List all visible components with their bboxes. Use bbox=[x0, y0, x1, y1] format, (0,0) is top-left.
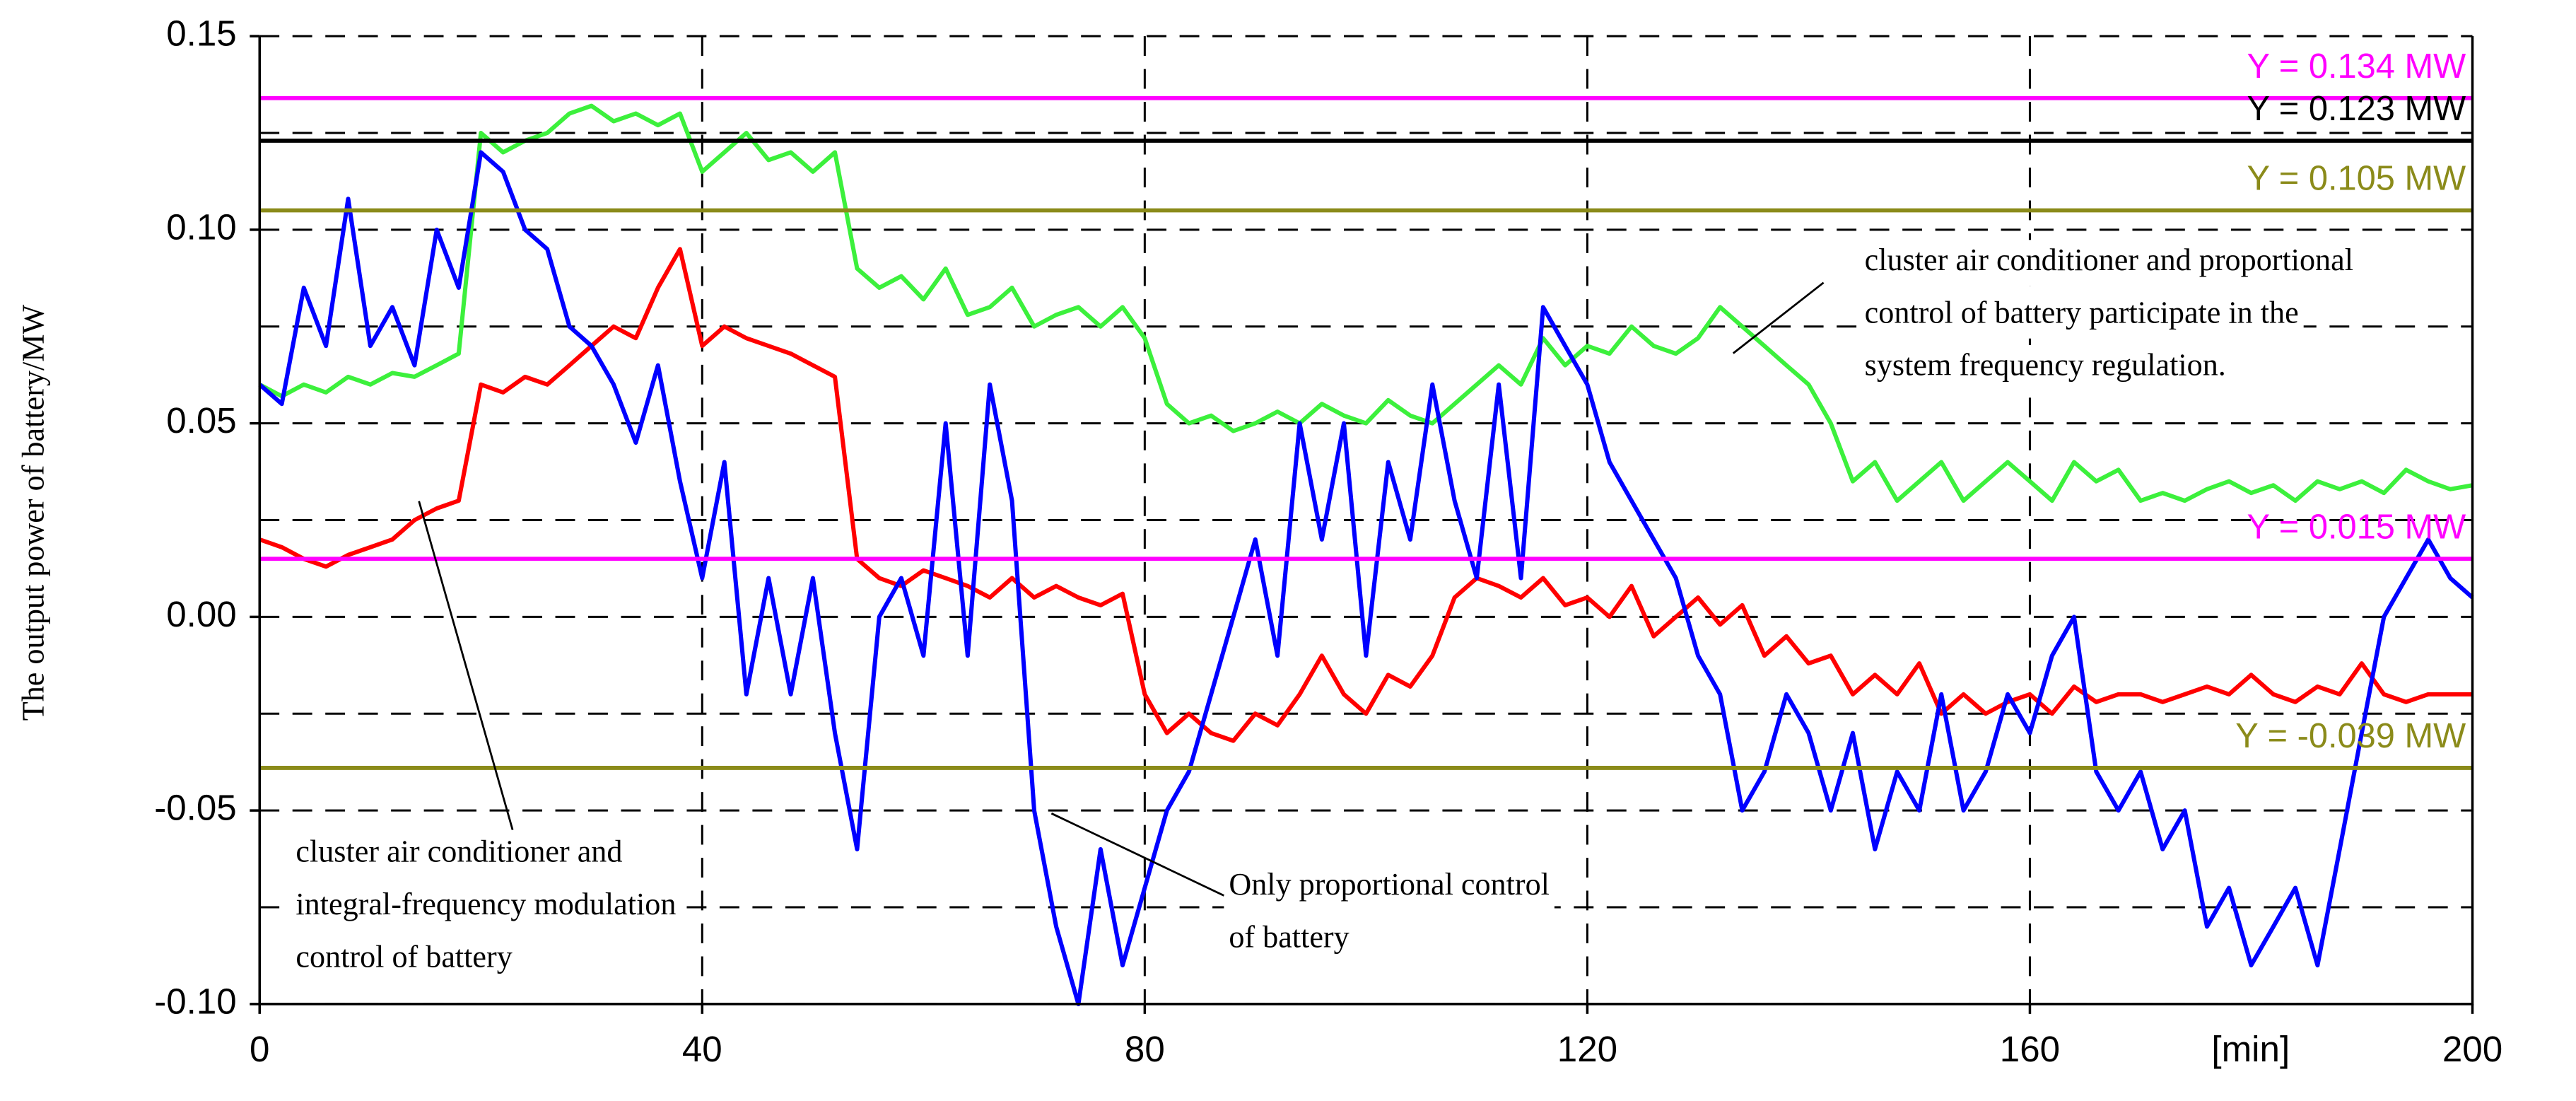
annotation-text: of battery bbox=[1229, 919, 1349, 954]
x-axis-label: [min] bbox=[2211, 1029, 2290, 1069]
annotation-text: control of battery participate in the bbox=[1865, 295, 2299, 330]
x-tick-label: 40 bbox=[682, 1029, 722, 1069]
reference-label: Y = 0.015 MW bbox=[2247, 508, 2466, 546]
reference-label: Y = 0.134 MW bbox=[2247, 47, 2466, 86]
annotation-bg bbox=[1859, 345, 2231, 392]
y-tick-label: -0.05 bbox=[154, 788, 237, 828]
reference-label: Y = 0.105 MW bbox=[2247, 160, 2466, 198]
leader-lines bbox=[418, 281, 1825, 897]
annotation-text: Only proportional control bbox=[1229, 867, 1550, 902]
y-axis-label: The output power of battery/MW bbox=[16, 305, 50, 721]
x-tick-label: 120 bbox=[1557, 1029, 1617, 1069]
annotation-text: cluster air conditioner and bbox=[295, 834, 622, 869]
x-tick-label: 200 bbox=[2442, 1029, 2502, 1069]
data-line bbox=[258, 150, 2474, 1006]
y-tick-label: 0.15 bbox=[166, 13, 236, 54]
reference-label: Y = -0.039 MW bbox=[2235, 717, 2466, 755]
annotation-bg bbox=[291, 831, 628, 878]
annotation-bg bbox=[1224, 864, 1555, 911]
annotation-text: integral-frequency modulation bbox=[295, 887, 676, 921]
x-tick-label: 160 bbox=[2000, 1029, 2060, 1069]
annotation-text: system frequency regulation. bbox=[1865, 348, 2226, 383]
y-tick-label: 0.00 bbox=[166, 594, 236, 634]
y-tick-label: -0.10 bbox=[154, 981, 237, 1021]
x-tick-label: 80 bbox=[1125, 1029, 1165, 1069]
annotation-bg bbox=[291, 936, 517, 983]
annotation-text: control of battery bbox=[295, 939, 512, 974]
annotation-text: cluster air conditioner and proportional bbox=[1865, 243, 2353, 277]
y-tick-label: 0.10 bbox=[166, 206, 236, 247]
leader-line bbox=[1050, 812, 1224, 897]
leader-line bbox=[1732, 281, 1825, 354]
leader-line bbox=[418, 501, 514, 830]
data-line bbox=[258, 103, 2473, 503]
annotation-bg bbox=[1859, 292, 2304, 339]
reference-label: Y = 0.123 MW bbox=[2247, 90, 2466, 128]
data-line bbox=[259, 247, 2473, 743]
y-tick-label: 0.05 bbox=[166, 400, 236, 441]
plot-frame bbox=[258, 36, 2474, 1006]
annotation-bg bbox=[1859, 240, 2358, 286]
annotation-bg bbox=[291, 884, 681, 931]
annotation-bg bbox=[1224, 916, 1354, 963]
x-tick-label: 0 bbox=[250, 1029, 269, 1069]
